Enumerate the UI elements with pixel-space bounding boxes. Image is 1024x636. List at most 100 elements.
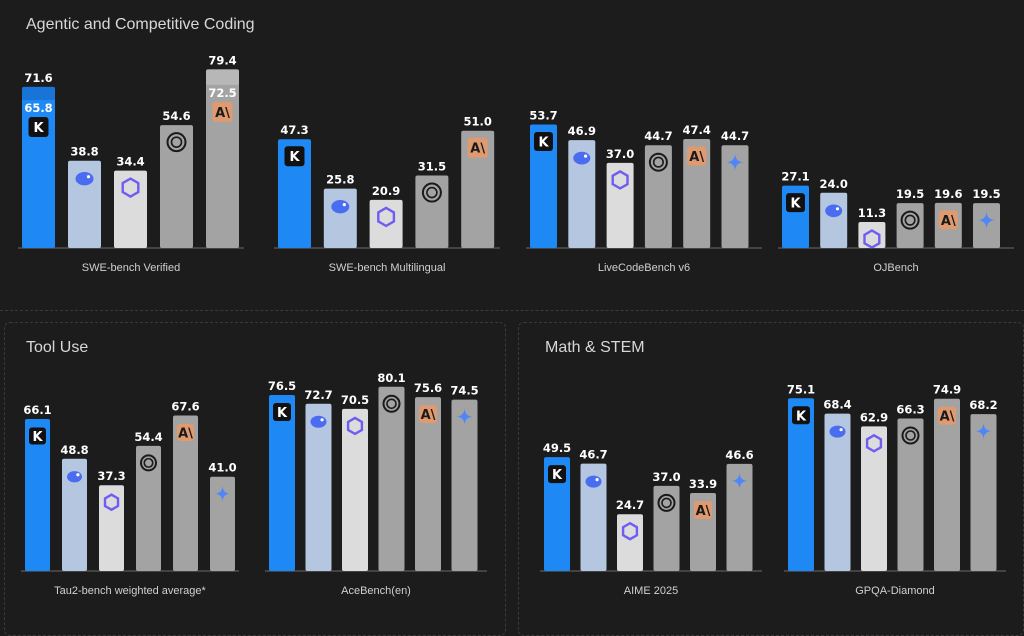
data-label-kimi: 49.5	[543, 441, 571, 455]
data-label-deepseek: 68.4	[823, 398, 851, 412]
anthropic-icon-glyph: A\	[215, 106, 230, 121]
anthropic-icon	[938, 210, 958, 230]
gemini-icon	[974, 422, 993, 441]
openai-icon	[140, 454, 157, 472]
bar-qwen	[99, 485, 124, 571]
data-label-gemini: 74.5	[450, 384, 478, 398]
bar-kimi	[544, 457, 570, 571]
x-axis-label: GPQA-Diamond	[855, 585, 934, 597]
data-label-deepseek: 25.8	[326, 173, 354, 187]
bar-kimi	[25, 418, 50, 571]
gemini-icon	[977, 210, 996, 230]
data-label-qwen: 62.9	[860, 410, 888, 424]
bar-anthropic	[461, 130, 495, 248]
data-label-gemini: 68.2	[969, 398, 997, 412]
openai-icon-inner	[143, 457, 154, 468]
deepseek-icon-eye	[584, 154, 588, 158]
x-axis-label: AceBench(en)	[341, 585, 411, 597]
bar-anthropic-extended	[206, 69, 239, 85]
qwen-icon	[103, 493, 120, 512]
data-label-kimi: 66.1	[23, 403, 51, 417]
anthropic-icon	[938, 406, 956, 425]
bar-kimi	[530, 124, 557, 248]
deepseek-icon	[67, 471, 82, 483]
x-axis-label: OJBench	[873, 262, 918, 274]
bar-anthropic	[934, 398, 960, 571]
qwen-icon	[377, 206, 396, 228]
data-label-deepseek: 46.7	[579, 448, 607, 462]
anthropic-icon-glyph: A\	[178, 427, 193, 442]
kimi-icon	[284, 146, 305, 167]
bar-openai	[160, 125, 193, 248]
anthropic-icon-glyph: A\	[940, 410, 955, 425]
openai-icon	[421, 182, 442, 203]
data-label-kimi: 47.3	[280, 123, 308, 137]
openai-icon	[648, 152, 668, 172]
anthropic-icon	[212, 101, 233, 122]
bar-anthropic	[683, 138, 711, 248]
bar-openai	[136, 445, 161, 571]
deepseek-icon	[331, 199, 350, 214]
data-label-kimi: 76.5	[268, 379, 296, 393]
anthropic-icon	[419, 405, 437, 424]
data-label-anthropic: 67.6	[171, 400, 199, 414]
kimi-icon-glyph: K	[289, 150, 300, 165]
openai-icon	[900, 210, 920, 230]
bar-gemini	[726, 463, 753, 571]
bar-kimi	[269, 395, 295, 571]
anthropic-icon-glyph: A\	[696, 504, 711, 519]
data-label-openai: 31.5	[418, 160, 446, 174]
deepseek-icon	[75, 172, 94, 186]
openai-icon-inner	[661, 497, 672, 509]
data-label-kimi: 27.1	[781, 170, 809, 184]
gemini-icon	[725, 152, 745, 172]
qwen-icon	[863, 229, 881, 249]
anthropic-icon-glyph: A\	[421, 408, 436, 423]
qwen-icon	[611, 170, 629, 190]
kimi-icon-glyph: K	[32, 430, 43, 445]
data-label-openai: 44.7	[644, 129, 672, 143]
data-label-qwen: 70.5	[341, 393, 369, 407]
deepseek-icon	[585, 475, 602, 488]
kimi-icon	[273, 403, 291, 422]
kimi-icon	[792, 406, 810, 425]
bar-deepseek	[305, 403, 332, 571]
openai-icon	[901, 426, 920, 445]
bar-openai	[415, 175, 449, 248]
deepseek-icon-eye	[76, 473, 80, 477]
data-label-qwen: 37.3	[97, 469, 125, 483]
data-label-deepseek: 72.7	[304, 388, 332, 402]
section-divider	[0, 310, 1024, 311]
openai-icon-inner	[386, 398, 397, 410]
openai-icon	[166, 132, 187, 153]
data-label-openai: 66.3	[896, 403, 924, 417]
x-axis-label: SWE-bench Verified	[82, 262, 180, 274]
data-label-qwen: 34.4	[116, 155, 144, 169]
data-label-anthropic: 47.4	[683, 123, 711, 137]
bar-deepseek	[580, 463, 607, 571]
deepseek-icon-eye	[342, 203, 346, 207]
data-label-openai: 19.5	[896, 187, 924, 201]
data-label-qwen: 37.0	[606, 147, 634, 161]
section-title-tool-use: Tool Use	[26, 339, 89, 356]
bar-qwen	[861, 426, 887, 571]
qwen-icon	[121, 177, 140, 198]
deepseek-icon-eye	[320, 418, 324, 422]
kimi-icon-glyph: K	[538, 135, 549, 150]
bar-openai	[644, 145, 672, 248]
data-label-qwen: 24.7	[616, 498, 644, 512]
openai-icon-inner	[904, 214, 916, 226]
anthropic-icon	[687, 146, 707, 166]
anthropic-icon-glyph: A\	[470, 142, 485, 157]
bar-deepseek	[824, 413, 851, 571]
deepseek-icon-eye	[86, 175, 91, 179]
data-label-anthropic-secondary: 72.5	[208, 86, 236, 100]
qwen-icon	[865, 433, 883, 453]
data-label-anthropic: 79.4	[208, 53, 236, 67]
kimi-icon-glyph: K	[790, 197, 801, 212]
data-label-deepseek: 46.9	[568, 124, 596, 138]
x-axis-label: Tau2-bench weighted average*	[54, 585, 206, 597]
data-label-kimi: 71.6	[24, 71, 52, 85]
anthropic-icon	[694, 501, 712, 520]
data-label-openai: 54.4	[134, 430, 162, 444]
